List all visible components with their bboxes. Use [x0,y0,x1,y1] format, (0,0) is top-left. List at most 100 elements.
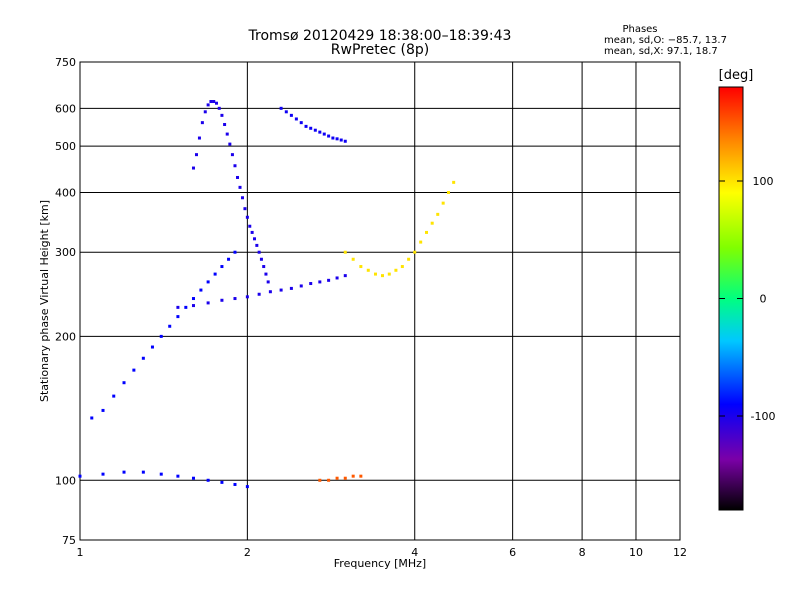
data-point [339,138,343,142]
data-point [220,480,224,484]
data-point [327,134,331,138]
data-point [132,368,136,372]
y-tick-label: 500 [55,140,76,153]
data-point [436,212,440,216]
data-points [78,100,456,489]
data-point [400,265,404,269]
data-point [257,250,261,254]
data-point [359,474,363,478]
data-point [257,292,261,296]
phases-line-x: mean, sd,X: 97.1, 18.7 [604,46,718,57]
chart-subtitle: RwPretec (8p) [331,42,429,58]
data-point [197,136,201,140]
data-point [90,416,94,420]
data-point [366,268,370,272]
x-ticks: 1 2 4 6 8 10 12 [77,546,688,559]
data-point [225,132,229,136]
data-point [299,284,303,288]
phases-line-o: mean, sd,O: −85.7, 13.7 [604,35,727,46]
colorbar-tick-label: 100 [753,175,774,188]
data-point [419,240,423,244]
data-point [327,478,331,482]
data-point [309,282,313,286]
colorbar-ticks: 100 0 -100 [719,175,775,423]
data-point [206,301,210,305]
data-point [452,180,456,184]
data-point [289,286,293,290]
chart-title: Tromsø 20120429 18:38:00–18:39:43 [248,28,512,44]
data-point [101,472,105,476]
data-point [176,474,180,478]
phases-title: Phases [622,24,657,35]
data-point [380,274,384,278]
data-point [294,117,298,121]
data-point [250,230,254,234]
data-point [203,110,207,114]
data-point [141,470,145,474]
data-point [240,196,244,200]
data-point [343,139,347,143]
y-ticks: 75 100 200 300 400 500 600 750 [55,56,76,547]
data-point [176,315,180,319]
data-point [212,100,216,104]
y-tick-label: 750 [55,56,76,69]
data-point [289,113,293,117]
data-point [209,100,213,104]
data-point [387,272,391,276]
data-point [217,106,221,110]
data-point [206,280,210,284]
data-point [253,237,257,241]
data-point [343,476,347,480]
data-point [318,478,322,482]
data-point [206,103,210,107]
data-point [268,290,272,294]
x-axis-label: Frequency [MHz] [334,557,426,570]
x-tick-label: 4 [411,546,418,559]
data-point [191,297,195,301]
data-point [407,257,411,261]
data-point [335,137,339,141]
data-point [413,250,417,254]
data-point [245,295,249,299]
data-point [220,298,224,302]
data-point [176,305,180,309]
data-point [335,276,339,280]
data-point [284,110,288,114]
data-point [245,215,249,219]
data-point [101,408,105,412]
data-point [191,476,195,480]
data-point [318,130,322,134]
data-point [327,278,331,282]
plot-frame [79,61,681,541]
data-point [279,106,283,110]
y-tick-label: 100 [55,474,76,487]
data-point [112,394,116,398]
y-tick-label: 600 [55,102,76,115]
data-point [159,472,163,476]
data-point [220,113,224,117]
grid [80,62,680,540]
data-point [335,476,339,480]
data-point [122,381,126,385]
data-point [351,474,355,478]
data-point [233,482,237,486]
data-point [150,345,154,349]
data-point [279,288,283,292]
data-point [262,265,266,269]
data-point [322,132,326,136]
data-point [238,185,242,189]
y-tick-label: 300 [55,246,76,259]
y-tick-label: 400 [55,186,76,199]
data-point [248,224,252,228]
data-point [266,280,270,284]
data-point [309,126,313,130]
data-point [206,478,210,482]
data-point [318,280,322,284]
x-tick-label: 1 [77,546,84,559]
data-point [351,257,355,261]
data-point [441,201,445,205]
data-point [264,272,268,276]
data-point [245,485,249,489]
y-axis-label: Stationary phase Virtual Height [km] [38,200,51,402]
